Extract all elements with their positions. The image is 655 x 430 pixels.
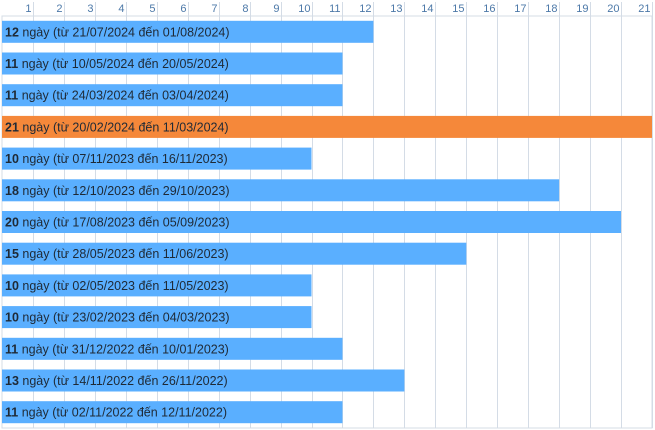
bar-value: 11 bbox=[5, 89, 18, 103]
bar bbox=[2, 401, 343, 424]
bar bbox=[2, 84, 343, 107]
bar-range-text: ngày (từ 10/05/2024 đến 20/05/2024) bbox=[18, 57, 229, 71]
x-tick-label: 9 bbox=[273, 3, 279, 15]
bar bbox=[2, 369, 405, 392]
bar-label: 20 ngày (từ 17/08/2023 đến 05/09/2023) bbox=[5, 216, 230, 230]
bar-value: 18 bbox=[5, 184, 19, 198]
bar bbox=[2, 179, 560, 202]
x-tick-label: 16 bbox=[483, 3, 495, 15]
bar bbox=[2, 337, 343, 360]
bar-range-text: ngày (từ 02/11/2022 đến 12/11/2022) bbox=[18, 406, 227, 420]
x-tick-label: 14 bbox=[421, 3, 433, 15]
bar-label: 11 ngày (từ 24/03/2024 đến 03/04/2024) bbox=[5, 89, 229, 103]
bar-range-text: ngày (từ 28/05/2023 đến 11/06/2023) bbox=[19, 247, 229, 261]
bar-value: 20 bbox=[5, 216, 19, 230]
bar bbox=[2, 306, 312, 329]
bar-label: 11 ngày (từ 31/12/2022 đến 10/01/2023) bbox=[5, 342, 229, 356]
bar-label: 10 ngày (từ 23/02/2023 đến 04/03/2023) bbox=[5, 311, 230, 325]
bar-value: 10 bbox=[5, 152, 19, 166]
bar-label: 12 ngày (từ 21/07/2024 đến 01/08/2024) bbox=[5, 25, 230, 39]
bar bbox=[2, 211, 621, 233]
bar-value: 10 bbox=[5, 279, 19, 293]
x-tick-label: 1 bbox=[25, 3, 31, 15]
x-tick-label: 5 bbox=[149, 3, 155, 15]
bar-label: 15 ngày (từ 28/05/2023 đến 11/06/2023) bbox=[5, 247, 229, 261]
x-tick-label: 6 bbox=[180, 3, 186, 15]
x-tick-label: 19 bbox=[576, 3, 588, 15]
bar-range-text: ngày (từ 12/10/2023 đến 29/10/2023) bbox=[19, 184, 230, 198]
bar bbox=[2, 242, 467, 265]
x-tick-label: 13 bbox=[390, 3, 402, 15]
bar-range-text: ngày (từ 14/11/2022 đến 26/11/2022) bbox=[19, 374, 228, 388]
x-tick-label: 11 bbox=[329, 3, 340, 15]
bar-label: 21 ngày (từ 20/02/2024 đến 11/03/2024) bbox=[5, 120, 229, 134]
x-tick-label: 18 bbox=[545, 3, 557, 15]
bar-value: 13 bbox=[5, 374, 19, 388]
bar-range-text: ngày (từ 20/02/2024 đến 11/03/2024) bbox=[19, 120, 229, 134]
bar-label: 18 ngày (từ 12/10/2023 đến 29/10/2023) bbox=[5, 184, 230, 198]
bar-value: 12 bbox=[5, 25, 19, 39]
x-tick-label: 8 bbox=[242, 3, 248, 15]
bar-range-text: ngày (từ 02/05/2023 đến 11/05/2023) bbox=[19, 279, 229, 293]
bar-range-text: ngày (từ 24/03/2024 đến 03/04/2024) bbox=[18, 89, 229, 103]
x-tick-label: 15 bbox=[452, 3, 464, 15]
bar bbox=[2, 147, 312, 170]
x-tick-label: 10 bbox=[298, 3, 310, 15]
bar-value: 11 bbox=[5, 57, 18, 71]
bar bbox=[2, 274, 312, 297]
bar-range-text: ngày (từ 17/08/2023 đến 05/09/2023) bbox=[19, 216, 230, 230]
x-tick-label: 2 bbox=[56, 3, 62, 15]
x-tick-label: 12 bbox=[359, 3, 371, 15]
bar-range-text: ngày (từ 23/02/2023 đến 04/03/2023) bbox=[19, 311, 230, 325]
bar-label: 10 ngày (từ 07/11/2023 đến 16/11/2023) bbox=[5, 152, 228, 166]
x-tick-label: 17 bbox=[514, 3, 526, 15]
x-tick-label: 20 bbox=[607, 3, 619, 15]
bar-value: 10 bbox=[5, 311, 19, 325]
bar-range-text: ngày (từ 21/07/2024 đến 01/08/2024) bbox=[19, 25, 230, 39]
x-tick-label: 3 bbox=[87, 3, 93, 15]
bar bbox=[2, 20, 374, 43]
bar-value: 11 bbox=[5, 406, 18, 420]
bar-value: 21 bbox=[5, 120, 19, 134]
bar-highlight bbox=[2, 115, 652, 138]
x-tick-label: 7 bbox=[211, 3, 217, 15]
bar-value: 11 bbox=[5, 342, 18, 356]
bar-range-text: ngày (từ 31/12/2022 đến 10/01/2023) bbox=[18, 342, 229, 356]
x-tick-label: 4 bbox=[118, 3, 124, 15]
bar-label: 10 ngày (từ 02/05/2023 đến 11/05/2023) bbox=[5, 279, 229, 293]
bar-value: 15 bbox=[5, 247, 19, 261]
bar-label: 11 ngày (từ 02/11/2022 đến 12/11/2022) bbox=[5, 406, 227, 420]
bar-label: 11 ngày (từ 10/05/2024 đến 20/05/2024) bbox=[5, 57, 229, 71]
x-tick-label: 21 bbox=[638, 3, 650, 15]
bar-range-text: ngày (từ 07/11/2023 đến 16/11/2023) bbox=[19, 152, 228, 166]
bar-label: 13 ngày (từ 14/11/2022 đến 26/11/2022) bbox=[5, 374, 228, 388]
bar bbox=[2, 52, 343, 75]
